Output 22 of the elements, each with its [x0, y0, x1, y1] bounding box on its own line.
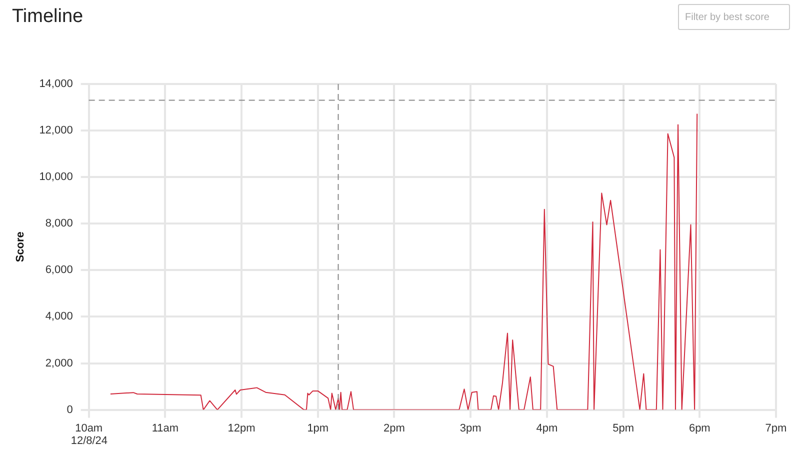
x-tick-label: 3pm [460, 422, 482, 434]
y-tick-label: 14,000 [39, 78, 73, 90]
y-tick-label: 10,000 [39, 171, 73, 184]
filter-field: Filter by best score [678, 4, 790, 30]
x-tick-label: 1pm [307, 422, 329, 434]
y-tick-label: 8,000 [45, 218, 73, 230]
y-axis-title: Score [14, 232, 27, 262]
chart-title: Timeline [12, 6, 84, 28]
x-tick-label: 6pm [688, 422, 710, 434]
x-tick-label: 10am [75, 422, 103, 434]
y-tick-label: 6,000 [45, 264, 73, 276]
text: 12/8/24 [70, 434, 108, 447]
y-tick-label: 4,000 [45, 310, 73, 323]
x-tick-label: 5pm [612, 422, 634, 434]
y-tick-label: 2,000 [45, 357, 73, 370]
x-tick-label: 4pm [536, 422, 558, 434]
x-tick-label: 12pm [228, 422, 256, 434]
x-tick-label: 11am [152, 422, 179, 434]
y-tick-label: 0 [66, 404, 73, 416]
x-tick-label: 2pm [384, 422, 405, 434]
y-tick-label: 12,000 [39, 124, 73, 137]
x-tick-label: 7pm [765, 422, 787, 434]
